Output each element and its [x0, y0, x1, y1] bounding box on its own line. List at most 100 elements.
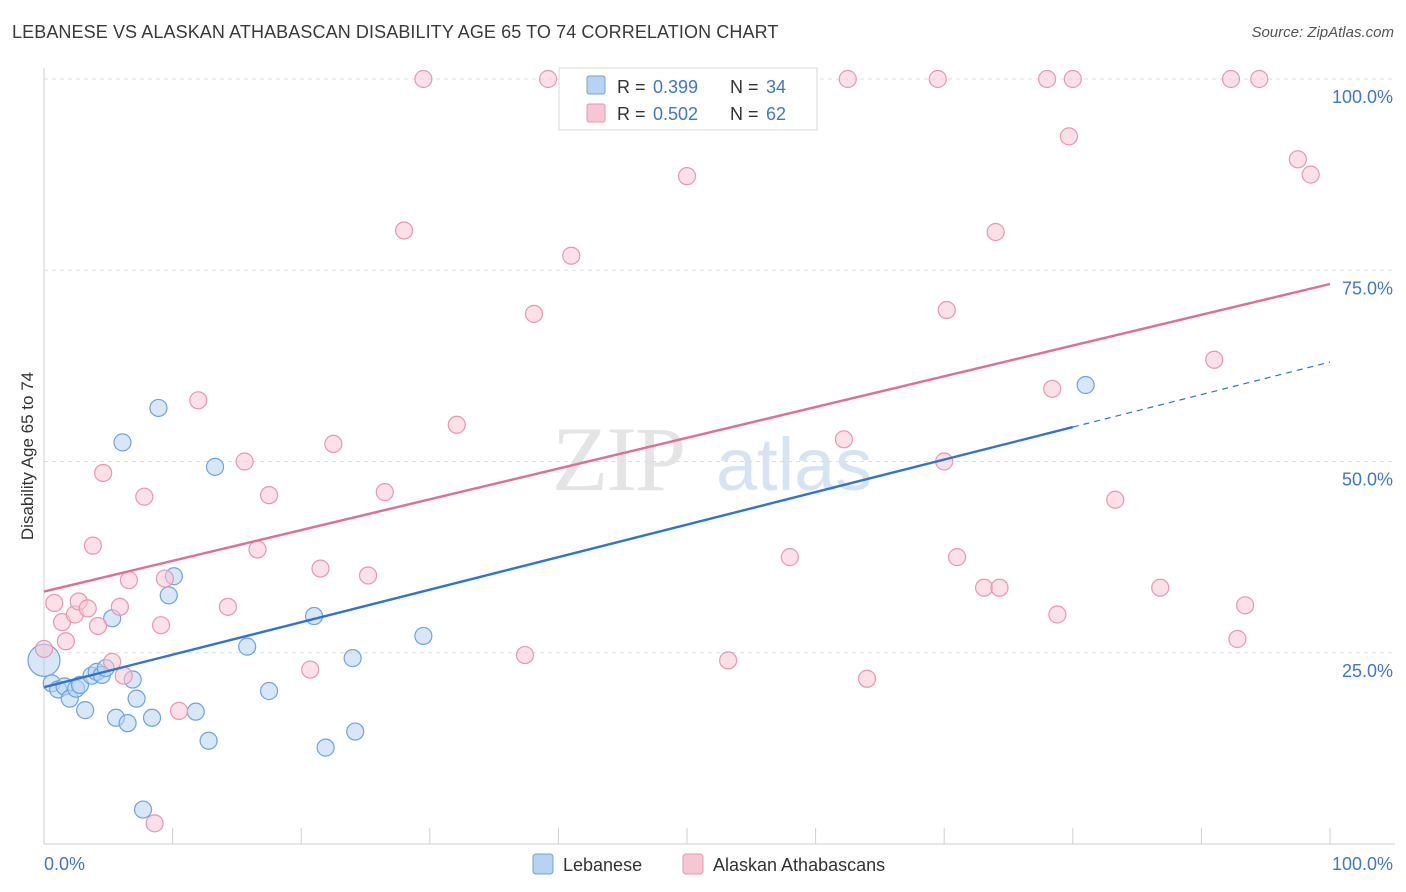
bottom-legend-swatch-lebanese[interactable] [532, 853, 554, 875]
point-alaskan-athabascans-13 [119, 570, 138, 590]
point-lebanese-31 [346, 722, 365, 741]
point-alaskan-athabascans-56 [1151, 578, 1170, 597]
point-alaskan-athabascans-15 [145, 814, 164, 833]
point-alaskan-athabascans-0 [34, 639, 54, 659]
point-alaskan-athabascans-33 [524, 304, 544, 323]
point-alaskan-athabascans-21 [235, 452, 254, 471]
point-alaskan-athabascans-20 [218, 597, 237, 616]
legend-r-label-lebanese: R = [617, 77, 646, 97]
point-alaskan-athabascans-19 [189, 391, 208, 410]
legend-r-label-alaskan: R = [617, 104, 646, 124]
point-lebanese-32 [414, 626, 433, 646]
point-alaskan-athabascans-16 [151, 616, 171, 635]
point-alaskan-athabascans-17 [155, 569, 174, 588]
point-alaskan-athabascans-53 [1059, 127, 1079, 146]
chart-title: LEBANESE VS ALASKAN ATHABASCAN DISABILIT… [12, 22, 779, 42]
point-alaskan-athabascans-41 [838, 69, 857, 89]
point-alaskan-athabascans-58 [1221, 69, 1241, 89]
point-lebanese-18 [133, 800, 153, 819]
bottom-legend-swatch-alaskan[interactable] [682, 853, 704, 875]
point-alaskan-athabascans-39 [780, 548, 799, 567]
legend-swatch-alaskan [586, 103, 606, 123]
point-alaskan-athabascans-7 [83, 536, 102, 555]
point-alaskan-athabascans-1 [45, 593, 64, 613]
point-alaskan-athabascans-36 [677, 167, 697, 186]
legend-swatch-lebanese [586, 75, 606, 95]
point-lebanese-25 [205, 457, 225, 476]
series-legend: Lebanese Alaskan Athabascans [532, 853, 885, 875]
y-tick-label-75: 75.0% [1342, 278, 1393, 298]
point-alaskan-athabascans-28 [375, 483, 394, 502]
point-alaskan-athabascans-22 [248, 540, 267, 559]
bottom-legend-label-alaskan[interactable]: Alaskan Athabascans [713, 855, 885, 875]
point-alaskan-athabascans-35 [562, 246, 581, 265]
trend-line-extension-lebanese [1072, 361, 1331, 428]
point-alaskan-athabascans-61 [1250, 69, 1269, 89]
point-alaskan-athabascans-52 [1048, 605, 1067, 624]
point-alaskan-athabascans-8 [88, 616, 108, 636]
point-lebanese-24 [199, 731, 218, 750]
legend-n-value-alaskan: 62 [766, 104, 786, 124]
point-lebanese-7 [76, 701, 95, 720]
point-alaskan-athabascans-26 [324, 434, 343, 454]
point-lebanese-28 [304, 606, 324, 626]
point-alaskan-athabascans-51 [1043, 379, 1062, 398]
point-alaskan-athabascans-62 [1288, 150, 1307, 169]
data-points [27, 69, 1320, 833]
point-lebanese-26 [238, 637, 257, 656]
point-alaskan-athabascans-57 [1205, 350, 1224, 369]
source-label: Source: ZipAtlas.com [1251, 24, 1394, 41]
point-alaskan-athabascans-25 [311, 559, 330, 578]
legend-n-label-lebanese: N = [730, 77, 759, 97]
point-alaskan-athabascans-42 [857, 669, 877, 688]
stats-legend: R = 0.399 N = 34 R = 0.502 N = 62 [558, 67, 818, 131]
point-alaskan-athabascans-34 [539, 69, 558, 89]
x-tick-label-max: 100.0% [1332, 854, 1393, 874]
point-alaskan-athabascans-6 [78, 599, 97, 618]
point-alaskan-athabascans-54 [1063, 69, 1082, 89]
point-alaskan-athabascans-46 [947, 548, 967, 567]
point-alaskan-athabascans-30 [414, 69, 433, 89]
y-tick-label-25: 25.0% [1342, 661, 1393, 681]
point-alaskan-athabascans-18 [169, 701, 189, 720]
x-tick-label-min: 0.0% [44, 854, 85, 874]
point-lebanese-17 [127, 689, 146, 708]
point-lebanese-21 [159, 586, 178, 605]
point-alaskan-athabascans-45 [937, 300, 956, 320]
point-alaskan-athabascans-3 [56, 632, 75, 651]
point-lebanese-20 [149, 398, 168, 418]
point-alaskan-athabascans-60 [1236, 596, 1255, 615]
point-alaskan-athabascans-23 [259, 486, 279, 505]
point-alaskan-athabascans-40 [834, 430, 853, 449]
point-alaskan-athabascans-11 [110, 597, 129, 616]
point-lebanese-33 [1076, 375, 1095, 395]
point-alaskan-athabascans-32 [515, 645, 535, 665]
point-alaskan-athabascans-50 [1037, 69, 1057, 89]
point-lebanese-15 [118, 714, 137, 733]
point-lebanese-23 [186, 702, 205, 721]
point-alaskan-athabascans-55 [1106, 490, 1125, 509]
trend-line-alaskan-athabascans [43, 282, 1331, 593]
bottom-legend-label-lebanese[interactable]: Lebanese [563, 855, 642, 875]
point-alaskan-athabascans-9 [94, 463, 113, 483]
point-alaskan-athabascans-27 [358, 566, 378, 585]
point-lebanese-14 [113, 433, 132, 452]
legend-r-value-lebanese: 0.399 [653, 77, 698, 97]
point-lebanese-30 [343, 649, 362, 668]
point-lebanese-19 [142, 708, 162, 727]
y-tick-label-100: 100.0% [1332, 87, 1393, 107]
legend-n-value-lebanese: 34 [766, 77, 786, 97]
point-lebanese-27 [259, 681, 279, 701]
point-alaskan-athabascans-24 [301, 660, 320, 679]
point-alaskan-athabascans-14 [135, 487, 154, 506]
point-alaskan-athabascans-59 [1228, 629, 1247, 649]
point-alaskan-athabascans-48 [986, 222, 1005, 242]
point-alaskan-athabascans-31 [447, 415, 466, 434]
y-tick-label-50: 50.0% [1342, 470, 1393, 490]
trend-lines [43, 282, 1331, 689]
watermark-zip: ZIP [552, 408, 684, 510]
gridlines [44, 78, 1395, 654]
point-alaskan-athabascans-29 [394, 221, 414, 240]
point-alaskan-athabascans-47 [974, 578, 994, 597]
